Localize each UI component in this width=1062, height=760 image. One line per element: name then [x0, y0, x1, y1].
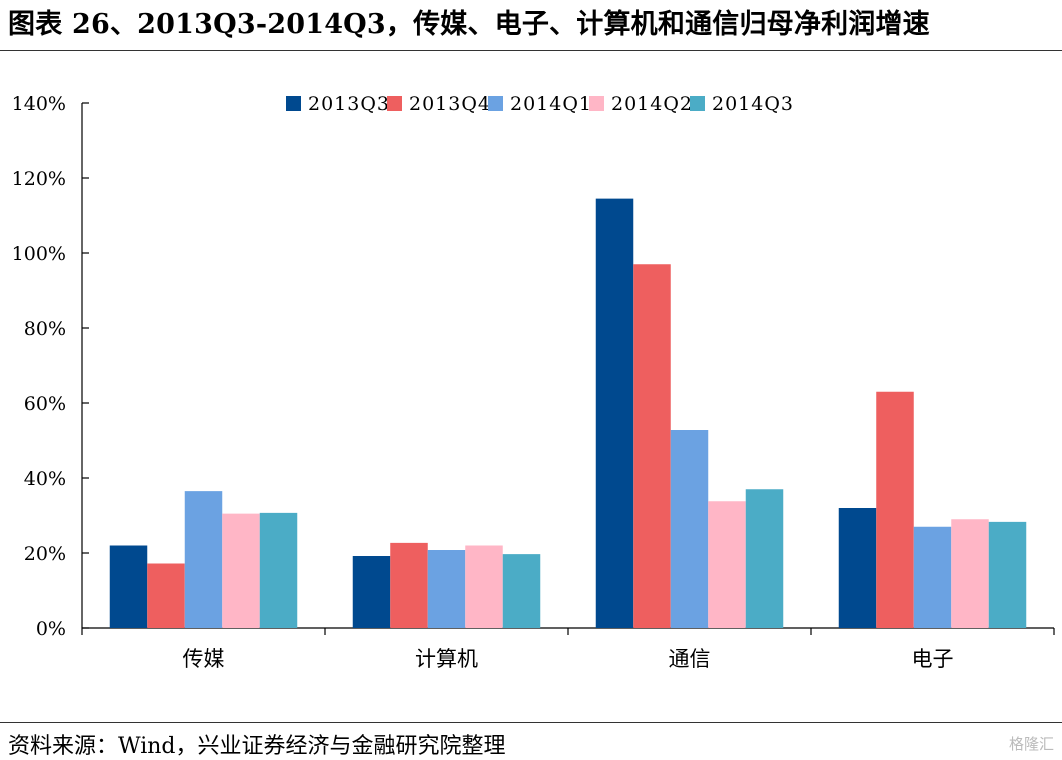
legend-label: 2014Q1: [510, 93, 592, 115]
bar-2014Q2: [708, 501, 746, 628]
footer-divider: [0, 722, 1062, 723]
y-tick-label: 140%: [12, 93, 66, 115]
legend-swatch: [589, 96, 604, 111]
bar-2014Q3: [745, 489, 784, 628]
y-tick-label: 0%: [36, 618, 66, 640]
bar-2014Q1: [913, 526, 952, 628]
title-divider: [0, 50, 1062, 51]
x-tick-label: 通信: [669, 647, 711, 671]
legend: 2013Q3 2013Q4 2014Q1 2014Q2 2014Q3: [286, 93, 794, 115]
bar-2014Q1: [427, 550, 466, 628]
legend-swatch: [286, 96, 301, 111]
watermark: 格隆汇: [1008, 735, 1054, 753]
y-tick-label: 40%: [24, 468, 66, 490]
x-tick-label: 电子: [912, 647, 954, 671]
y-tick-label: 80%: [24, 318, 66, 340]
bar-2013Q4: [390, 542, 428, 628]
bar-2014Q1: [670, 430, 709, 628]
bar-chart: 0% 20% 40% 60% 80% 100% 120% 140% 传媒 计算机 通信 电子 201…: [12, 93, 1055, 671]
bar-2013Q3: [109, 545, 148, 628]
legend-swatch: [387, 96, 402, 111]
bar-2014Q2: [465, 545, 503, 628]
bar-2013Q3: [838, 508, 877, 628]
bar-2014Q1: [184, 491, 223, 628]
legend-label: 2014Q3: [712, 93, 794, 115]
legend-swatch: [488, 96, 503, 111]
bar-2014Q2: [951, 519, 989, 628]
y-tick-label: 20%: [24, 543, 66, 565]
bar-2013Q3: [595, 198, 634, 628]
bars: [109, 198, 1027, 628]
legend-swatch: [690, 96, 705, 111]
y-tick-label: 120%: [12, 168, 66, 190]
legend-label: 2014Q2: [611, 93, 693, 115]
x-axis: 传媒 计算机 通信 电子: [81, 627, 1055, 671]
bar-2014Q2: [222, 513, 260, 628]
y-tick-label: 60%: [24, 393, 66, 415]
bar-2014Q3: [502, 554, 541, 628]
bar-2013Q4: [633, 264, 671, 628]
x-tick-label: 计算机: [415, 647, 478, 671]
y-tick-label: 100%: [12, 243, 66, 265]
x-tick-label: 传媒: [183, 647, 225, 671]
legend-label: 2013Q4: [409, 93, 491, 115]
source-note: 资料来源：Wind，兴业证券经济与金融研究院整理: [8, 734, 506, 759]
bar-2013Q4: [147, 563, 185, 628]
bar-2013Q4: [876, 391, 914, 628]
y-axis: 0% 20% 40% 60% 80% 100% 120% 140%: [12, 93, 89, 640]
bar-2014Q3: [988, 521, 1027, 628]
bar-2013Q3: [352, 556, 391, 628]
chart-title: 图表 26、2013Q3-2014Q3，传媒、电子、计算机和通信归母净利润增速: [8, 9, 930, 40]
legend-label: 2013Q3: [308, 93, 390, 115]
bar-2014Q3: [259, 512, 298, 628]
